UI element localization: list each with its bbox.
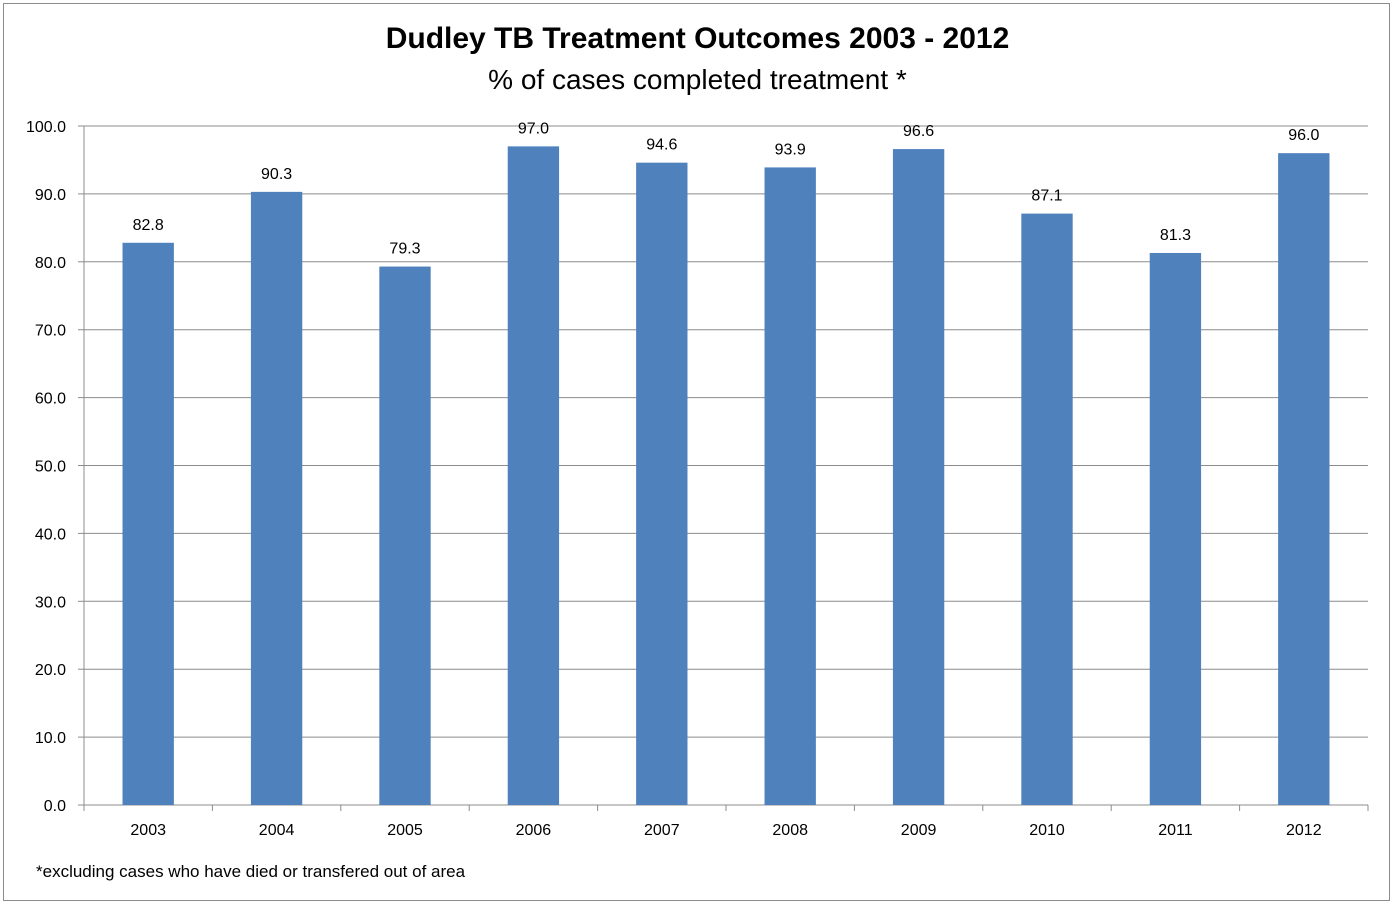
data-label: 82.8 bbox=[133, 217, 164, 234]
y-tick-label: 90.0 bbox=[35, 187, 66, 204]
y-tick-label: 10.0 bbox=[35, 730, 66, 747]
data-label: 94.6 bbox=[646, 137, 677, 154]
x-tick-label: 2004 bbox=[259, 822, 295, 839]
data-label: 96.6 bbox=[903, 123, 934, 140]
bar bbox=[1149, 252, 1202, 805]
data-label: 93.9 bbox=[775, 141, 806, 158]
chart-footnote: *excluding cases who have died or transf… bbox=[36, 862, 466, 881]
y-tick-label: 80.0 bbox=[35, 255, 66, 272]
bar bbox=[764, 167, 816, 805]
y-tick-label: 100.0 bbox=[26, 119, 66, 136]
data-label: 79.3 bbox=[389, 241, 420, 258]
y-tick-label: 0.0 bbox=[44, 798, 66, 815]
x-tick-label: 2007 bbox=[644, 822, 680, 839]
y-tick-label: 40.0 bbox=[35, 526, 66, 543]
y-tick-label: 30.0 bbox=[35, 594, 66, 611]
bar bbox=[636, 162, 688, 805]
x-tick-label: 2006 bbox=[516, 822, 552, 839]
x-tick-label: 2008 bbox=[772, 822, 808, 839]
bar bbox=[250, 191, 303, 805]
y-tick-label: 60.0 bbox=[35, 391, 66, 408]
x-tick-label: 2012 bbox=[1286, 822, 1322, 839]
x-tick-label: 2011 bbox=[1158, 822, 1193, 839]
y-tick-label: 50.0 bbox=[35, 459, 66, 476]
x-tick-label: 2003 bbox=[130, 822, 166, 839]
x-tick-label: 2010 bbox=[1029, 822, 1065, 839]
chart-title: Dudley TB Treatment Outcomes 2003 - 2012 bbox=[385, 22, 1010, 55]
data-label: 87.1 bbox=[1031, 188, 1062, 205]
bar bbox=[122, 242, 174, 806]
bar bbox=[1021, 213, 1073, 805]
bar bbox=[1278, 153, 1330, 805]
x-tick-label: 2005 bbox=[387, 822, 423, 839]
bar bbox=[892, 149, 945, 805]
y-tick-label: 20.0 bbox=[35, 662, 66, 679]
chart-subtitle: % of cases completed treatment * bbox=[488, 64, 907, 95]
bar bbox=[507, 146, 560, 805]
data-label: 90.3 bbox=[261, 166, 292, 183]
y-tick-label: 70.0 bbox=[35, 323, 66, 340]
data-label: 81.3 bbox=[1160, 227, 1191, 244]
x-tick-label: 2009 bbox=[901, 822, 937, 839]
data-label: 96.0 bbox=[1288, 127, 1319, 144]
bar bbox=[379, 266, 431, 806]
data-label: 97.0 bbox=[518, 120, 549, 137]
